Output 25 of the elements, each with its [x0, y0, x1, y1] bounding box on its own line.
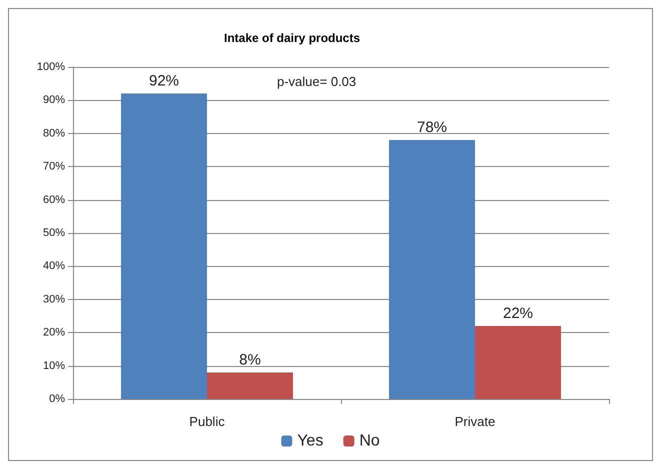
bar — [389, 140, 475, 399]
y-tick-label: 80% — [42, 127, 66, 140]
y-tick-label: 30% — [42, 293, 66, 306]
x-tick-label: Public — [189, 414, 226, 429]
y-tick-label: 10% — [42, 360, 66, 372]
y-tick-label: 70% — [42, 160, 66, 173]
y-tick-label: 40% — [42, 260, 66, 272]
legend-label: Yes — [297, 432, 324, 450]
data-label: 22% — [502, 304, 534, 322]
annotation: p-value= 0.03 — [277, 74, 356, 89]
data-label: 78% — [416, 119, 448, 136]
chart-title: Intake of dairy products — [224, 31, 360, 45]
y-tick-label: 100% — [36, 61, 66, 73]
y-tick-label: 90% — [42, 94, 66, 106]
x-tick-label: Private — [454, 414, 496, 429]
bar — [475, 326, 561, 399]
data-label: 8% — [239, 351, 261, 368]
y-tick-label: 50% — [42, 227, 66, 239]
bar — [121, 94, 207, 399]
y-tick-label: 60% — [42, 194, 66, 206]
bar — [207, 372, 293, 399]
data-label: 92% — [148, 72, 180, 90]
y-tick-label: 20% — [42, 326, 66, 339]
y-tick-label: 0% — [49, 393, 66, 405]
legend-label: No — [359, 432, 380, 450]
